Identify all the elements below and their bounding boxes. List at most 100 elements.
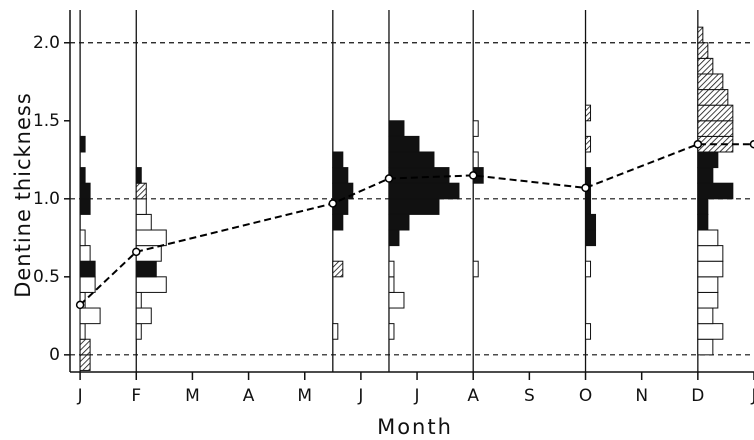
- histogram-bar: [697, 73, 724, 91]
- mean-point: [468, 171, 478, 180]
- histogram-bar: [332, 260, 344, 278]
- histogram-bar: [388, 323, 395, 340]
- x-tick-label: A: [243, 386, 255, 406]
- histogram-bar: [79, 167, 86, 184]
- histogram-bar: [585, 104, 592, 122]
- histogram-bar: [697, 307, 714, 325]
- x-tick-label: J: [357, 386, 363, 406]
- x-tick-label: N: [635, 386, 648, 406]
- histogram-bar: [697, 198, 709, 215]
- x-tick-label: M: [185, 386, 200, 406]
- histogram-bar: [135, 260, 157, 278]
- histogram-bar: [79, 135, 86, 153]
- histogram-bar: [79, 354, 91, 371]
- histogram-bar: [585, 213, 597, 231]
- mean-point: [328, 199, 338, 208]
- histogram-bar: [388, 213, 410, 231]
- histogram-bar: [135, 182, 147, 200]
- y-tick-label: 0: [49, 345, 60, 365]
- x-tick-label: A: [467, 386, 479, 406]
- histogram-bar: [697, 89, 729, 106]
- histogram-bar: [79, 182, 91, 200]
- histogram-bar: [79, 276, 96, 293]
- histogram-bar: [697, 26, 704, 44]
- histogram-bar: [697, 182, 734, 200]
- histogram-bar: [697, 276, 719, 293]
- x-tick-label: J: [750, 386, 754, 406]
- histogram-bar: [332, 323, 339, 340]
- histogram-bar: [332, 167, 349, 184]
- histogram-bar: [697, 120, 734, 137]
- histogram-bar: [79, 307, 101, 325]
- histogram-bar: [332, 213, 344, 231]
- mean-point: [75, 300, 85, 310]
- histogram-bar: [585, 167, 592, 184]
- y-tick-label: 2.0: [33, 33, 60, 53]
- histogram-bar: [697, 245, 724, 262]
- x-tick-label: J: [77, 386, 83, 406]
- histogram-bar: [388, 229, 400, 247]
- histogram-bar: [585, 260, 592, 278]
- histogram-bar: [135, 276, 167, 293]
- histogram-bar: [697, 167, 714, 184]
- histogram-bar: [697, 213, 709, 231]
- histogram-bar: [697, 291, 719, 309]
- histogram-bar: [79, 198, 91, 215]
- histogram-bar: [697, 42, 709, 59]
- histogram-bar: [388, 276, 395, 293]
- histogram-bar: [585, 229, 597, 247]
- y-tick-label: 1.0: [33, 189, 60, 209]
- y-axis-label: Dentine thickness: [11, 92, 35, 298]
- histogram-bar: [135, 323, 142, 340]
- histogram-bar: [135, 213, 152, 231]
- histogram-bar: [135, 307, 152, 325]
- histogram-bar: [388, 151, 435, 169]
- x-tick-label: D: [691, 386, 704, 406]
- mean-point: [384, 174, 394, 183]
- mean-line: [79, 143, 754, 306]
- histogram-bar: [388, 260, 395, 278]
- histogram-bar: [472, 151, 479, 169]
- histogram-bar: [135, 291, 142, 309]
- mean-point: [581, 183, 590, 193]
- histogram-bar: [332, 151, 344, 169]
- histogram-bar: [388, 167, 450, 184]
- histogram-bar: [697, 104, 734, 122]
- histogram-bar: [697, 260, 724, 278]
- histogram-bar: [697, 151, 719, 169]
- histogram-bar: [135, 229, 167, 247]
- histogram-bar: [585, 323, 592, 340]
- histogram-bar: [135, 198, 147, 215]
- y-tick-label: 0.5: [33, 267, 60, 287]
- x-tick-label: S: [524, 386, 535, 406]
- histogram-bar: [79, 260, 96, 278]
- x-tick-label: M: [297, 386, 312, 406]
- x-tick-label: J: [414, 386, 420, 406]
- histogram-bar: [472, 260, 479, 278]
- mean-point: [693, 139, 703, 149]
- histogram-bar: [135, 167, 142, 184]
- histogram-bar: [472, 120, 479, 137]
- mean-point: [749, 139, 754, 149]
- histogram-bar: [388, 182, 460, 200]
- histogram-bar: [697, 229, 719, 247]
- histogram-bar: [79, 245, 91, 262]
- histogram-bar: [585, 135, 592, 153]
- histogram-bar: [585, 198, 592, 215]
- histogram-bar: [388, 135, 420, 153]
- mean-point: [132, 247, 141, 257]
- histogram-bar: [697, 323, 724, 340]
- x-tick-label: O: [579, 386, 592, 406]
- histogram-bar: [388, 291, 405, 309]
- histogram-bar: [697, 338, 714, 356]
- x-axis-label: Month: [377, 415, 453, 439]
- histogram-bar: [79, 229, 86, 247]
- histogram-bar: [388, 198, 440, 215]
- x-tick-label: F: [131, 386, 141, 406]
- histogram-bar: [388, 120, 405, 137]
- y-tick-label: 1.5: [33, 111, 60, 131]
- histogram-bar: [79, 323, 86, 340]
- histogram-bar: [697, 57, 714, 75]
